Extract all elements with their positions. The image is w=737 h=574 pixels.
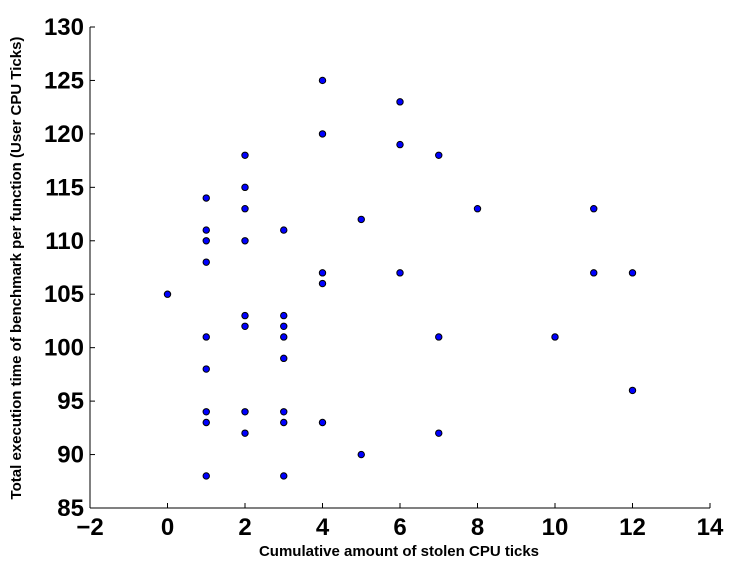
data-point <box>163 290 172 298</box>
data-point <box>202 226 210 234</box>
data-point <box>357 215 365 224</box>
y-tick-label: 100 <box>44 335 84 362</box>
x-ticks: −2 0 2 4 6 8 10 12 14 <box>76 503 724 541</box>
data-point <box>435 333 443 341</box>
y-tick-label: 110 <box>45 228 84 255</box>
data-point <box>241 408 249 416</box>
data-point <box>280 322 288 330</box>
data-point <box>628 386 637 395</box>
x-tick-label: 8 <box>471 514 484 541</box>
data-point <box>202 258 210 266</box>
data-point <box>241 237 249 245</box>
x-tick-label: 4 <box>316 514 330 541</box>
data-point <box>280 354 288 363</box>
data-point <box>202 472 210 480</box>
y-tick-label: 120 <box>44 121 84 148</box>
y-tick-label: 95 <box>57 388 84 415</box>
data-point <box>202 408 210 416</box>
data-point <box>280 418 288 427</box>
data-point <box>435 429 443 437</box>
x-tick-label: 6 <box>393 514 406 541</box>
data-point <box>473 205 482 213</box>
y-tick-label: 90 <box>57 442 84 469</box>
data-point <box>280 472 288 480</box>
data-point <box>280 408 288 416</box>
data-point <box>318 269 327 277</box>
x-tick-label: 14 <box>697 514 724 541</box>
x-tick-label: 2 <box>238 514 251 541</box>
y-axis-title: Total execution time of benchmark per fu… <box>8 37 25 500</box>
data-point <box>318 418 327 427</box>
data-point <box>396 269 404 277</box>
x-tick-label: 12 <box>619 514 646 541</box>
data-point <box>241 429 249 437</box>
y-tick-label: 115 <box>45 174 84 201</box>
data-point <box>590 269 598 277</box>
data-point <box>551 333 559 341</box>
x-tick-label: −2 <box>76 514 103 541</box>
y-ticks: 85 90 95 100 105 110 115 120 125 130 <box>44 14 95 522</box>
data-point <box>202 333 210 341</box>
data-point <box>280 311 288 320</box>
data-point <box>241 205 249 213</box>
data-point <box>318 76 327 85</box>
data-point <box>318 279 327 288</box>
data-point <box>318 130 327 138</box>
data-point <box>357 450 365 459</box>
data-point <box>202 237 210 245</box>
data-point <box>241 151 249 159</box>
x-tick-label: 0 <box>161 514 174 541</box>
data-point <box>202 194 210 202</box>
data-point <box>396 98 404 106</box>
data-points <box>163 76 637 480</box>
data-point <box>280 333 288 341</box>
data-point <box>628 269 637 277</box>
data-point <box>202 418 210 427</box>
data-point <box>396 140 404 149</box>
data-point <box>241 183 249 192</box>
y-tick-label: 130 <box>44 14 84 41</box>
y-tick-label: 125 <box>44 67 84 94</box>
y-tick-label: 85 <box>57 495 84 522</box>
data-point <box>202 365 210 373</box>
data-point <box>241 322 249 330</box>
x-tick-label: 10 <box>542 514 569 541</box>
y-tick-label: 105 <box>44 281 84 308</box>
data-point <box>241 311 249 320</box>
data-point <box>590 205 598 213</box>
data-point <box>435 151 443 159</box>
x-axis-title: Cumulative amount of stolen CPU ticks <box>259 543 539 560</box>
data-point <box>280 226 288 234</box>
